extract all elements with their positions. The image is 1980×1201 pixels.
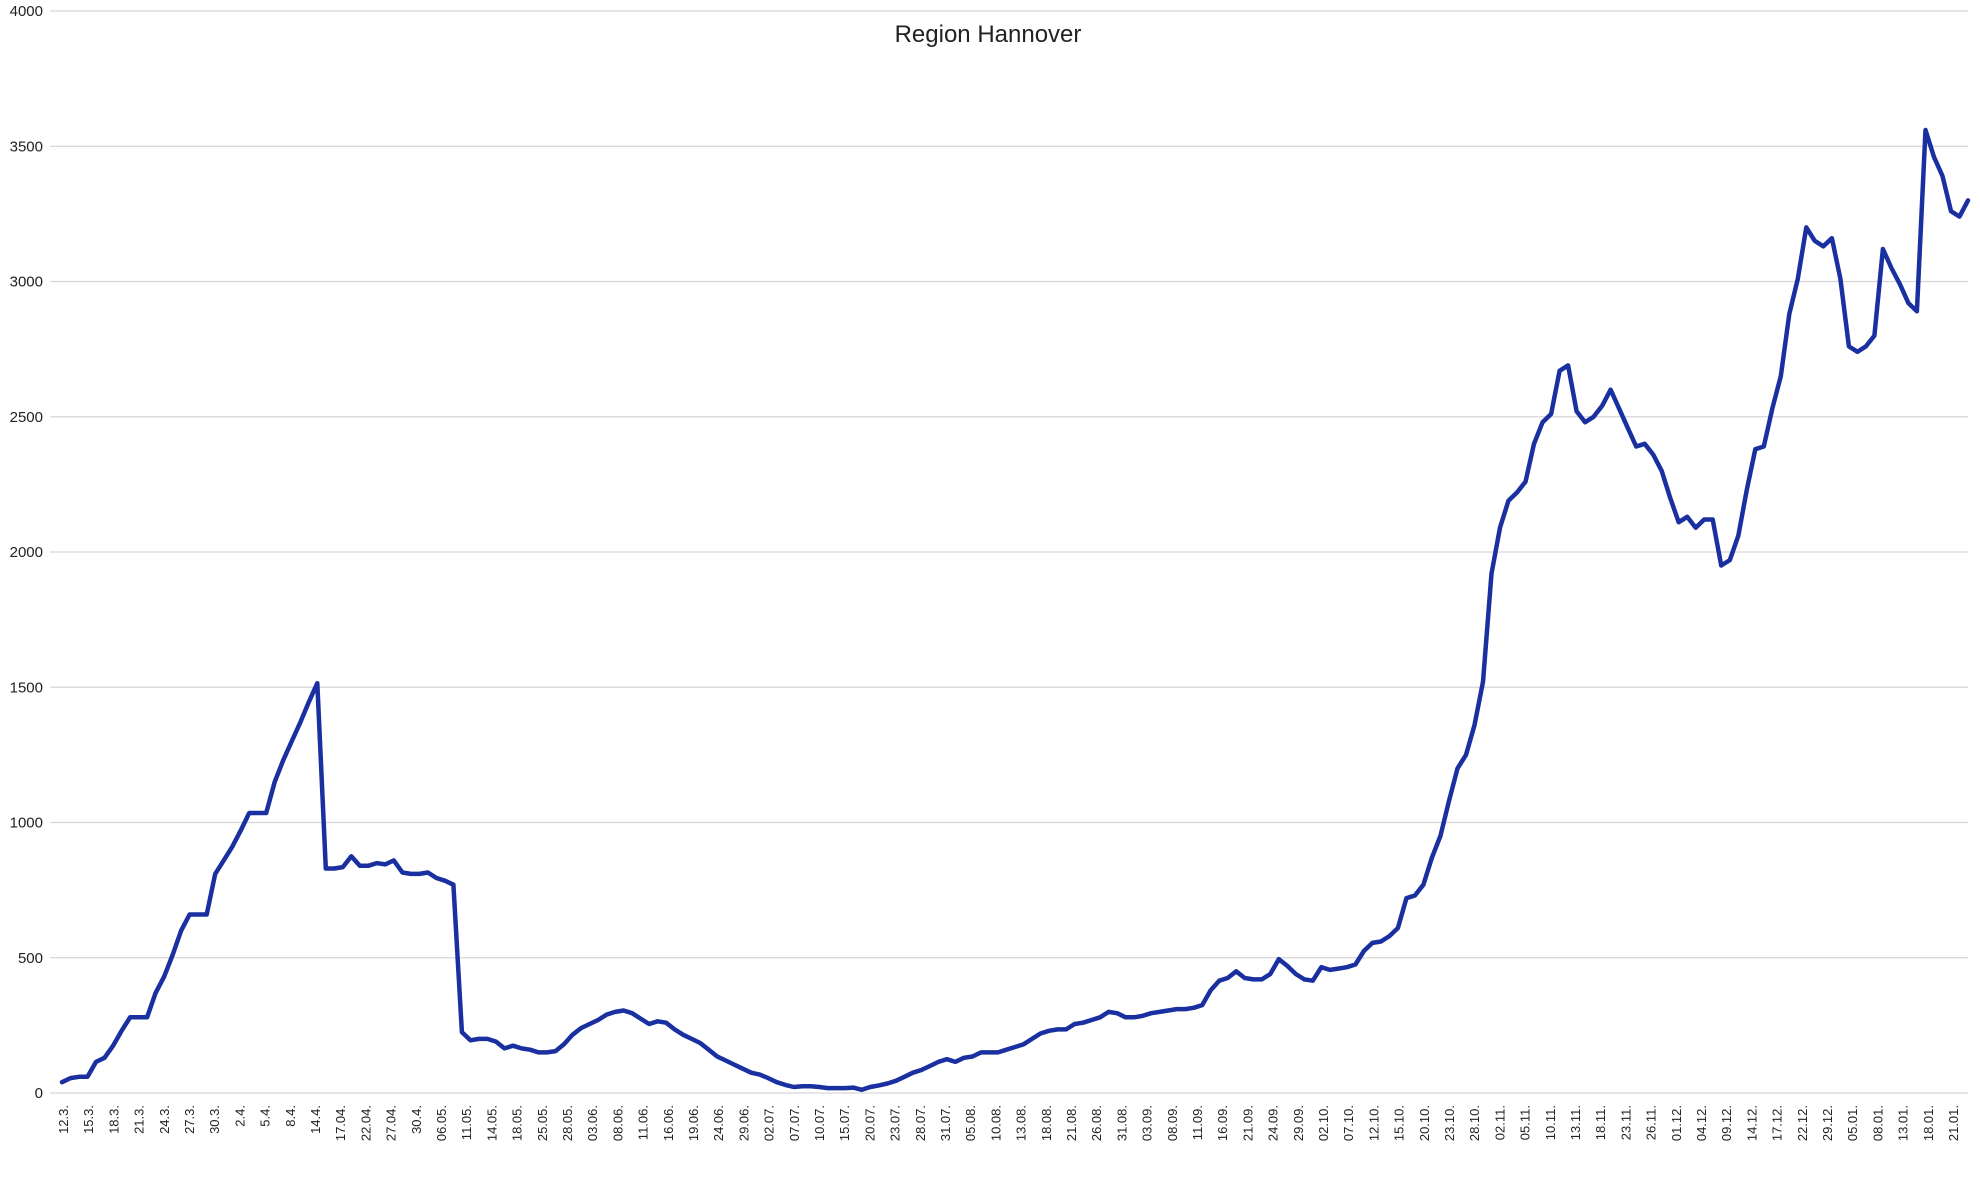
x-tick-label: 10.07.: [812, 1105, 827, 1141]
x-tick-label: 18.05.: [510, 1105, 525, 1141]
x-tick-label: 28.07.: [913, 1105, 928, 1141]
x-tick-label: 29.12.: [1820, 1105, 1835, 1141]
x-tick-label: 13.01.: [1896, 1105, 1911, 1141]
x-tick-label: 27.04.: [384, 1105, 399, 1141]
x-tick-label: 07.07.: [787, 1105, 802, 1141]
x-tick-label: 29.06.: [736, 1105, 751, 1141]
x-tick-label: 25.05.: [535, 1105, 550, 1141]
x-tick-label: 05.08.: [963, 1105, 978, 1141]
x-tick-label: 01.12.: [1669, 1105, 1684, 1141]
x-tick-label: 26.11.: [1644, 1105, 1659, 1140]
x-tick-label: 04.12.: [1694, 1105, 1709, 1141]
x-tick-label: 05.11.: [1518, 1105, 1533, 1140]
x-tick-label: 15.10.: [1392, 1105, 1407, 1141]
x-tick-label: 18.01.: [1921, 1105, 1936, 1141]
x-tick-label: 20.07.: [862, 1105, 877, 1141]
x-tick-label: 28.10.: [1467, 1105, 1482, 1141]
x-tick-label: 02.07.: [762, 1105, 777, 1141]
y-tick-label: 2000: [10, 544, 43, 561]
series-line: [59, 127, 1971, 1093]
series-layer: [59, 127, 1971, 1093]
x-tick-label: 12.3.: [56, 1105, 71, 1134]
y-tick-label: 1000: [10, 815, 43, 832]
x-tick-label: 15.3.: [81, 1105, 96, 1134]
x-tick-label: 21.3.: [132, 1105, 147, 1134]
x-tick-label: 22.12.: [1795, 1105, 1810, 1141]
x-tick-label: 16.09.: [1215, 1105, 1230, 1141]
x-tick-label: 03.06.: [585, 1105, 600, 1141]
x-tick-label: 14.05.: [484, 1105, 499, 1141]
y-tick-label: 1500: [10, 679, 43, 696]
x-tick-label: 14.4.: [308, 1105, 323, 1134]
x-tick-label: 10.08.: [988, 1105, 1003, 1141]
y-tick-label: 3000: [10, 274, 43, 291]
y-tick-label: 500: [18, 950, 43, 967]
x-tick-label: 06.05.: [434, 1105, 449, 1141]
gridlines: [50, 10, 1968, 1094]
x-tick-label: 31.08.: [1114, 1105, 1129, 1141]
x-tick-label: 13.11.: [1568, 1105, 1583, 1140]
x-tick-label: 8.4.: [283, 1105, 298, 1127]
x-tick-label: 05.01.: [1845, 1105, 1860, 1141]
y-tick-label: 4000: [10, 3, 43, 20]
chart-title: Region Hannover: [895, 21, 1082, 48]
x-tick-label: 13.08.: [1014, 1105, 1029, 1141]
x-tick-label: 15.07.: [837, 1105, 852, 1141]
x-tick-label: 09.12.: [1719, 1105, 1734, 1141]
x-tick-label: 24.09.: [1266, 1105, 1281, 1141]
x-tick-label: 21.08.: [1064, 1105, 1079, 1141]
x-tick-label: 08.06.: [610, 1105, 625, 1141]
x-tick-label: 26.08.: [1089, 1105, 1104, 1141]
x-axis-ticks: 12.3. 15.3. 18.3. 21.3. 24.3. 27.3. 30.3. 2.4. 5…: [56, 1105, 1961, 1141]
x-tick-label: 11.05.: [459, 1105, 474, 1140]
x-tick-label: 11.06.: [636, 1105, 651, 1140]
x-tick-label: 21.09.: [1240, 1105, 1255, 1141]
y-tick-label: 3500: [10, 138, 43, 155]
x-tick-label: 02.11.: [1492, 1105, 1507, 1140]
x-tick-label: 20.10.: [1417, 1105, 1432, 1141]
x-tick-label: 19.06.: [686, 1105, 701, 1141]
x-tick-label: 24.3.: [157, 1105, 172, 1134]
x-tick-label: 28.05.: [560, 1105, 575, 1141]
x-tick-label: 21.01.: [1946, 1105, 1961, 1141]
x-tick-label: 23.07.: [888, 1105, 903, 1141]
x-tick-label: 17.04.: [333, 1105, 348, 1141]
x-tick-label: 18.3.: [106, 1105, 121, 1134]
x-tick-label: 03.09.: [1140, 1105, 1155, 1141]
x-tick-label: 10.11.: [1543, 1105, 1558, 1140]
x-tick-label: 23.11.: [1618, 1105, 1633, 1140]
y-axis-ticks: 0 500 1000 1500 2000 2500 3000 3500 4000: [10, 3, 43, 1102]
x-tick-label: 16.06.: [661, 1105, 676, 1141]
x-tick-label: 2.4.: [232, 1105, 247, 1127]
x-tick-label: 12.10.: [1366, 1105, 1381, 1141]
x-tick-label: 31.07.: [938, 1105, 953, 1141]
y-tick-label: 0: [35, 1085, 43, 1102]
x-tick-label: 08.01.: [1870, 1105, 1885, 1141]
x-tick-label: 02.10.: [1316, 1105, 1331, 1141]
x-tick-label: 30.4.: [409, 1105, 424, 1134]
x-tick-label: 18.08.: [1039, 1105, 1054, 1141]
x-tick-label: 18.11.: [1593, 1105, 1608, 1140]
x-tick-label: 24.06.: [711, 1105, 726, 1141]
x-tick-label: 23.10.: [1442, 1105, 1457, 1141]
x-tick-label: 30.3.: [207, 1105, 222, 1134]
y-tick-label: 2500: [10, 409, 43, 426]
x-tick-label: 14.12.: [1744, 1105, 1759, 1141]
x-tick-label: 5.4.: [258, 1105, 273, 1127]
x-tick-label: 11.09.: [1190, 1105, 1205, 1140]
x-tick-label: 27.3.: [182, 1105, 197, 1134]
x-tick-label: 08.09.: [1165, 1105, 1180, 1141]
x-tick-label: 22.04.: [358, 1105, 373, 1141]
x-tick-label: 17.12.: [1770, 1105, 1785, 1141]
x-tick-label: 07.10.: [1341, 1105, 1356, 1141]
x-tick-label: 29.09.: [1291, 1105, 1306, 1141]
